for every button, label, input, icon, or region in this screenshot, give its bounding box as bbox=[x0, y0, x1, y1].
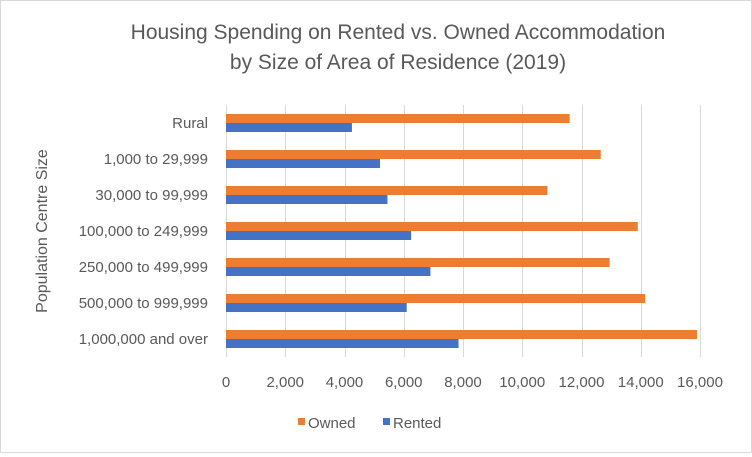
x-tick-labels: 0 2,000 4,000 6,000 8,000 10,000 12,000 14,000 1… bbox=[222, 374, 723, 391]
bars bbox=[226, 114, 698, 348]
legend-label-rented: Rented bbox=[393, 415, 441, 432]
bar-owned bbox=[226, 258, 610, 267]
category-labels: Rural 1,000 to 29,999 30,000 to 99,999 100,… bbox=[79, 115, 208, 348]
category-label: 30,000 to 99,999 bbox=[95, 187, 208, 204]
category-label: 250,000 to 499,999 bbox=[79, 259, 208, 276]
legend: Owned Rented bbox=[298, 415, 441, 432]
y-axis-title: Population Centre Size bbox=[34, 149, 51, 313]
bar-rented bbox=[226, 303, 407, 312]
legend-swatch-owned bbox=[298, 418, 305, 425]
x-tick-label: 0 bbox=[222, 374, 230, 391]
x-tick-label: 8,000 bbox=[444, 374, 482, 391]
bar-rented bbox=[226, 231, 412, 240]
bar-owned bbox=[226, 330, 698, 339]
category-label: 1,000 to 29,999 bbox=[104, 151, 208, 168]
x-tick-label: 6,000 bbox=[385, 374, 423, 391]
legend-swatch-rented bbox=[383, 418, 390, 425]
bar-owned bbox=[226, 114, 570, 123]
bar-rented bbox=[226, 123, 352, 132]
bar-owned bbox=[226, 186, 548, 195]
chart-title-line-1: Housing Spending on Rented vs. Owned Acc… bbox=[131, 21, 666, 44]
chart-title-line-2: by Size of Area of Residence (2019) bbox=[230, 51, 566, 74]
x-tick-label: 10,000 bbox=[499, 374, 545, 391]
bar-rented bbox=[226, 159, 381, 168]
x-tick-label: 14,000 bbox=[618, 374, 664, 391]
category-label: 100,000 to 249,999 bbox=[79, 223, 208, 240]
bar-owned bbox=[226, 222, 638, 231]
category-label: 1,000,000 and over bbox=[79, 331, 208, 348]
legend-label-owned: Owned bbox=[308, 415, 356, 432]
x-tick-label: 4,000 bbox=[326, 374, 364, 391]
category-label: Rural bbox=[172, 115, 208, 132]
bar-rented bbox=[226, 195, 388, 204]
bar-owned bbox=[226, 294, 646, 303]
x-tick-label: 2,000 bbox=[266, 374, 304, 391]
category-label: 500,000 to 999,999 bbox=[79, 295, 208, 312]
x-tick-label: 12,000 bbox=[559, 374, 605, 391]
bar-owned bbox=[226, 150, 601, 159]
bar-rented bbox=[226, 339, 459, 348]
bar-rented bbox=[226, 267, 431, 276]
x-tick-label: 16,000 bbox=[677, 374, 723, 391]
